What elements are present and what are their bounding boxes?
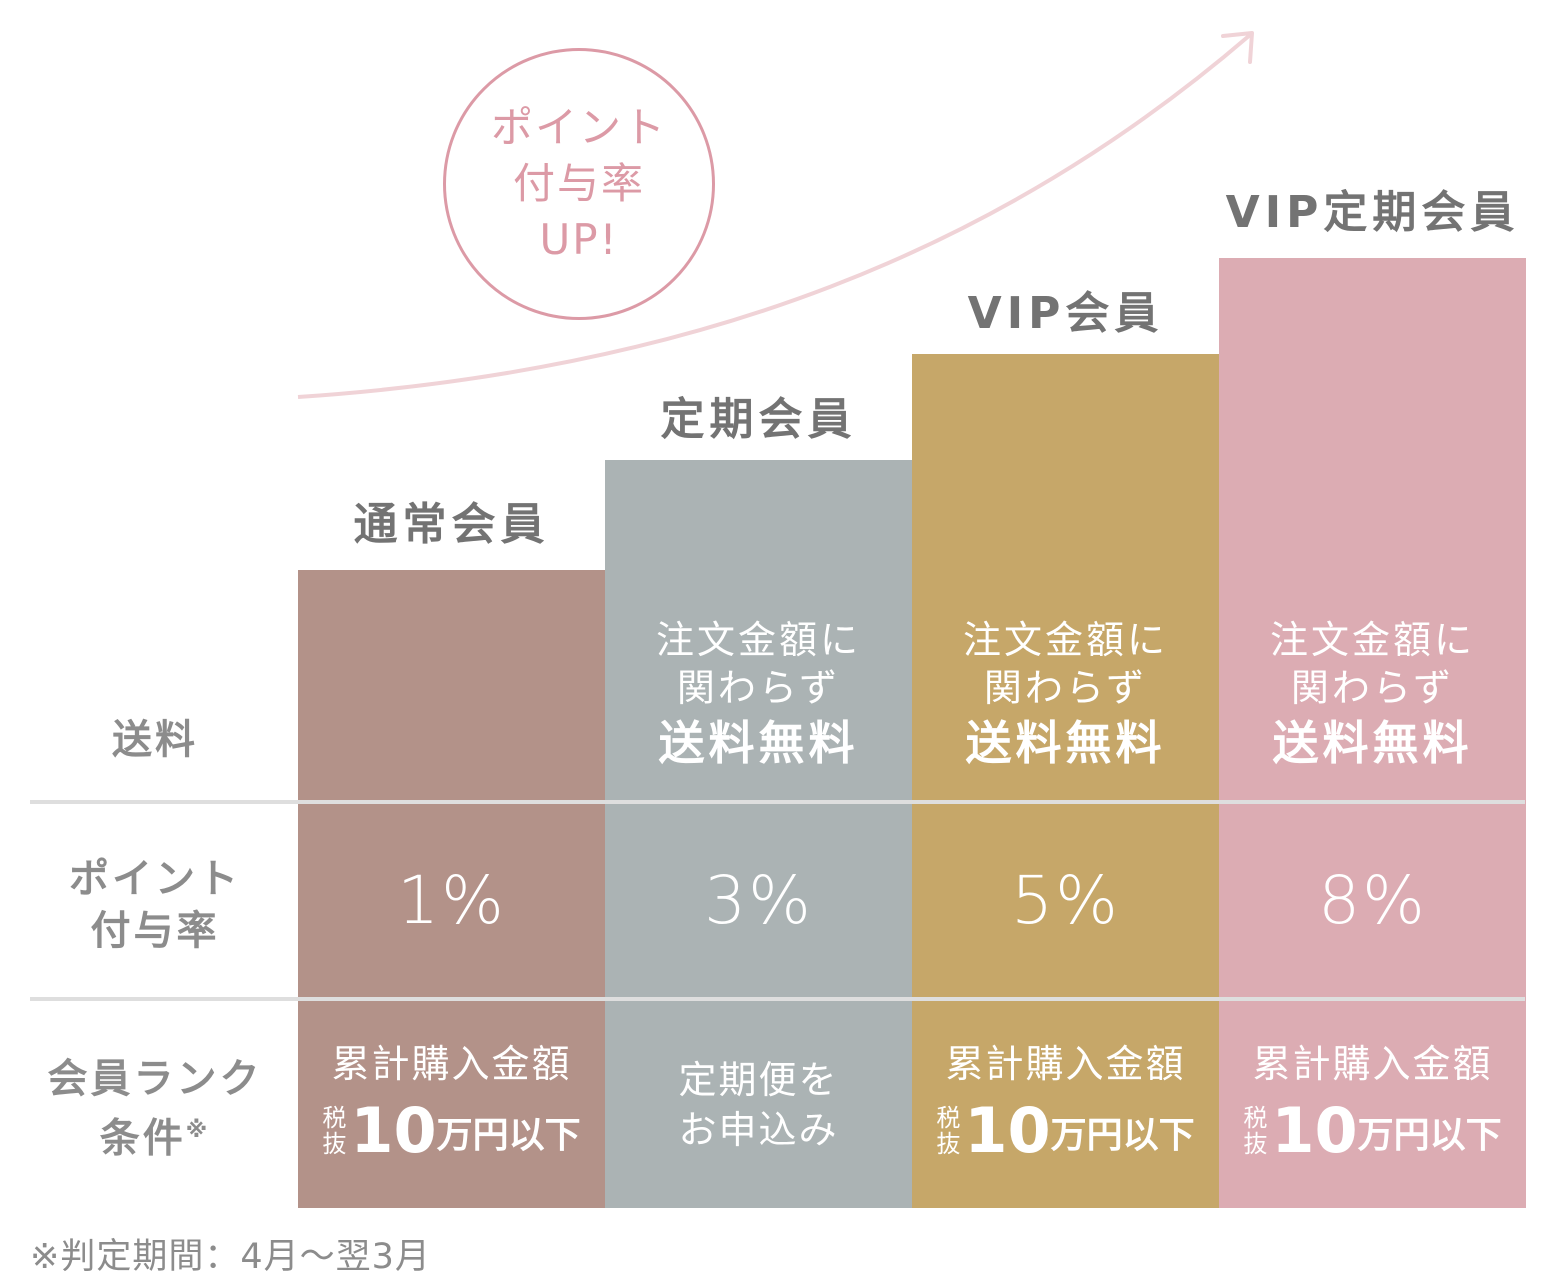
condition-cell-vip: 累計購入金額 税 抜 10 万円以下	[912, 1001, 1219, 1208]
tier-title-vip-subscription: VIP定期会員	[1225, 187, 1520, 238]
tax-excluded-mark: 税 抜	[322, 1103, 347, 1158]
badge-line-1: ポイント	[490, 103, 667, 152]
tax-excluded-mark: 税 抜	[1243, 1103, 1268, 1158]
row-label-rank-condition: 会員ランク 条件※	[47, 1056, 263, 1162]
shipping-cell-vip: 注文金額に 関わらず 送料無料	[962, 618, 1168, 770]
row-divider-2	[30, 997, 1525, 1001]
point-rate-cell-regular: 1%	[298, 804, 605, 997]
shipping-cell-vip-subscription: 注文金額に 関わらず 送料無料	[1269, 618, 1475, 770]
point-rate-cell-vip-subscription: 8%	[1219, 804, 1526, 997]
tier-bar-vip-subscription	[1219, 258, 1526, 1208]
tier-title-regular: 通常会員	[353, 499, 550, 550]
point-rate-value: 3%	[704, 862, 813, 939]
badge-line-2: 付与率	[512, 159, 645, 208]
condition-cell-vip-subscription: 累計購入金額 税 抜 10 万円以下	[1219, 1001, 1526, 1208]
point-rate-up-badge: ポイント 付与率 UP!	[443, 48, 715, 320]
tier-bar-vip	[912, 354, 1219, 1208]
condition-cell-subscription: 定期便を お申込み	[678, 1057, 839, 1152]
row-label-shipping: 送料	[112, 717, 198, 763]
point-rate-cell-vip: 5%	[912, 804, 1219, 997]
purchase-amount: 税 抜 10 万円以下	[936, 1093, 1195, 1167]
point-rate-value: 5%	[1011, 862, 1120, 939]
shipping-cell-regular	[298, 600, 605, 790]
purchase-amount: 税 抜 10 万円以下	[1243, 1093, 1502, 1167]
evaluation-period-footnote: ※判定期間：4月〜翌3月	[30, 1237, 431, 1277]
point-rate-value: 1%	[397, 862, 506, 939]
row-divider-1	[30, 800, 1525, 804]
tax-excluded-mark: 税 抜	[936, 1103, 961, 1158]
tier-bar-subscription	[605, 460, 912, 1208]
tier-title-vip: VIP会員	[967, 288, 1164, 339]
tier-bar-regular	[298, 570, 605, 1208]
condition-cell-regular: 累計購入金額 税 抜 10 万円以下	[298, 1001, 605, 1208]
point-rate-cell-subscription: 3%	[605, 804, 912, 997]
row-label-point-rate: ポイント 付与率	[69, 856, 241, 954]
point-rate-value: 8%	[1318, 862, 1427, 939]
shipping-cell-subscription: 注文金額に 関わらず 送料無料	[655, 618, 861, 770]
condition-footnote-mark: ※	[185, 1118, 211, 1143]
badge-line-3: UP!	[539, 215, 619, 264]
tier-title-subscription: 定期会員	[660, 394, 857, 445]
purchase-amount: 税 抜 10 万円以下	[322, 1093, 581, 1167]
